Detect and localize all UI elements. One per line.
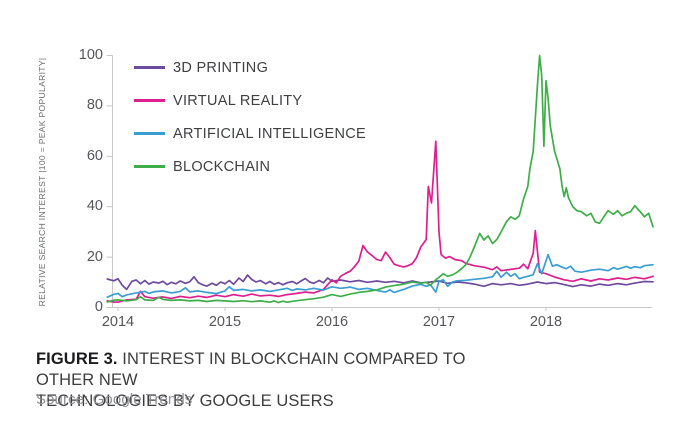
x-tick-label-2018: 2018 xyxy=(529,314,563,330)
y-tick-label-20: 20 xyxy=(86,248,103,265)
y-tick-label-80: 80 xyxy=(86,97,103,114)
figure-caption: FIGURE 3. INTEREST IN BLOCKCHAIN COMPARE… xyxy=(36,349,516,412)
y-tick-label-40: 40 xyxy=(86,198,103,215)
legend-label: BLOCKCHAIN xyxy=(173,158,271,175)
x-tick-label-2014: 2014 xyxy=(101,314,135,330)
legend-swatch-icon xyxy=(134,165,165,168)
y-axis-title: RELATIVE SEARCH INTEREST |100 = PEAK POP… xyxy=(37,57,47,307)
x-tick-label-2016: 2016 xyxy=(315,314,349,330)
series-line-artificial-intelligence xyxy=(106,253,654,299)
x-tick-label-2015: 2015 xyxy=(208,314,242,330)
y-tick-label-60: 60 xyxy=(86,147,103,164)
series-lines xyxy=(106,54,654,304)
figure-caption-line2: TECHNOLOGIES BY GOOGLE USERS xyxy=(36,392,334,410)
y-tick-label-100: 100 xyxy=(78,47,103,63)
legend-label: VIRTUAL REALITY xyxy=(173,92,303,109)
source-note: Source: Google Trends xyxy=(36,391,193,408)
legend-item-3d-printing: 3D PRINTING xyxy=(134,51,366,84)
axes xyxy=(106,55,652,311)
y-tick-label-0: 0 xyxy=(94,299,103,315)
legend-item-artificial-intelligence: ARTIFICIAL INTELLIGENCE xyxy=(134,117,366,150)
legend-swatch-icon xyxy=(134,132,165,135)
legend-swatch-icon xyxy=(134,99,165,102)
legend-item-virtual-reality: VIRTUAL REALITY xyxy=(134,84,366,117)
figure-number: FIGURE 3. xyxy=(36,350,118,368)
legend-label: ARTIFICIAL INTELLIGENCE xyxy=(173,125,367,142)
series-line-blockchain xyxy=(106,54,654,304)
legend-swatch-icon xyxy=(134,66,165,69)
x-tick-label-2017: 2017 xyxy=(422,314,456,330)
figure-caption-line1: INTEREST IN BLOCKCHAIN COMPARED TO OTHER… xyxy=(36,350,466,389)
series-line-3d-printing xyxy=(106,274,654,291)
series-line-virtual-reality xyxy=(106,140,654,304)
chart-legend: 3D PRINTING VIRTUAL REALITY ARTIFICIAL INT… xyxy=(134,51,366,183)
legend-item-blockchain: BLOCKCHAIN xyxy=(134,150,366,183)
legend-label: 3D PRINTING xyxy=(173,59,269,76)
